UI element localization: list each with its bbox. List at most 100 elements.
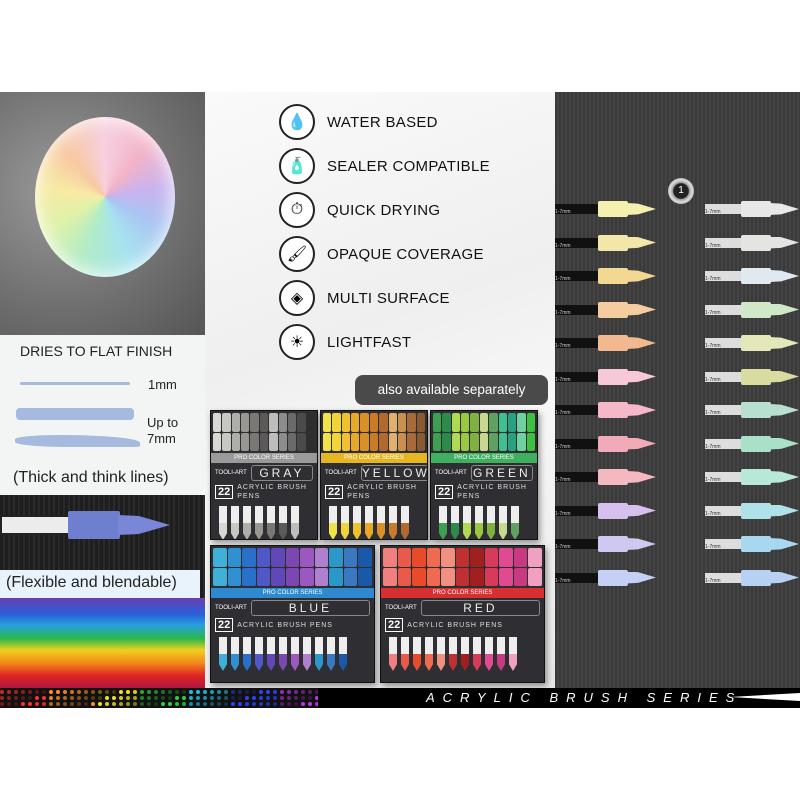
color-dot	[77, 690, 81, 694]
pen-cap	[222, 413, 231, 432]
color-dot	[0, 690, 4, 694]
color-dot	[7, 696, 11, 700]
brush-pen: 1-7mm	[555, 200, 670, 218]
pen-count: 22	[215, 618, 234, 632]
pen-cap	[231, 413, 241, 432]
pen-cap	[213, 567, 227, 586]
series-band: PRO COLOR SERIES	[321, 453, 427, 463]
pen-tip	[389, 506, 397, 539]
color-dot	[238, 696, 242, 700]
color-dot	[14, 702, 18, 706]
pen-size-label: 1-7mm	[555, 510, 571, 516]
color-dot	[301, 702, 305, 706]
pen-cap	[498, 432, 507, 451]
color-dot	[56, 702, 60, 706]
color-dot	[224, 696, 228, 700]
pen-tip	[353, 506, 361, 539]
color-dot	[231, 702, 235, 706]
pen-cap	[250, 432, 259, 451]
pen-cap	[351, 432, 360, 451]
pen-cap	[314, 548, 329, 567]
pen-cap	[397, 567, 412, 586]
color-dot	[35, 690, 39, 694]
pen-cap	[379, 413, 388, 432]
water-drop-icon: 💧	[279, 104, 315, 140]
pen-cap	[513, 567, 528, 586]
brush-pen: 1-7mm	[705, 301, 800, 319]
feature-label: WATER BASED	[327, 113, 438, 131]
banner-text: ACRYLIC BRUSH SERIES	[426, 690, 743, 705]
pen-tip	[329, 506, 337, 539]
pen-cap	[227, 567, 242, 586]
brush-pen: 1-7mm	[705, 368, 800, 386]
pen-cap	[416, 413, 425, 432]
feature-label: SEALER COMPATIBLE	[327, 157, 490, 175]
pen-tip	[463, 506, 471, 539]
pen-cap	[426, 548, 441, 567]
brush-pen: 1-7mm	[555, 368, 670, 386]
pen-cap	[222, 432, 231, 451]
thin-stroke	[20, 382, 130, 385]
box-color-name: BLUE	[250, 600, 370, 616]
color-dot	[266, 690, 270, 694]
pen-tip	[303, 637, 311, 671]
pen-cap	[343, 548, 358, 567]
color-dot	[308, 690, 312, 694]
brand-label: TOOLI-ART	[215, 470, 247, 476]
pen-size-label: 1-7mm	[555, 309, 571, 315]
pen-cap	[256, 548, 271, 567]
pen-cap	[441, 548, 455, 567]
pen-cap	[451, 432, 461, 451]
flat-finish-card: DRIES TO FLAT FINISH 1mm Up to 7mm (Thic…	[0, 335, 205, 495]
brush-pen: 1-7mm	[555, 569, 670, 587]
pen-cap	[300, 548, 314, 567]
color-dot	[294, 702, 298, 706]
pen-cap	[479, 432, 489, 451]
color-dot	[245, 690, 249, 694]
brush-pen: 1-7mm	[555, 535, 670, 553]
painted-rock	[35, 117, 175, 277]
brush-pen: 1-7mm	[705, 267, 800, 285]
pen-count: 22	[325, 485, 344, 499]
pen-cap	[287, 413, 297, 432]
color-dot	[105, 690, 109, 694]
pen-cap	[300, 567, 314, 586]
feature-label: OPAQUE COVERAGE	[327, 245, 484, 263]
pen-size-label: 1-7mm	[705, 477, 721, 482]
color-dot	[196, 690, 200, 694]
color-dot	[147, 696, 151, 700]
pen-tip	[449, 637, 457, 671]
color-dot	[287, 690, 291, 694]
color-dot	[63, 702, 67, 706]
feature-label: LIGHTFAST	[327, 333, 412, 351]
color-dot	[140, 696, 144, 700]
pen-tip	[255, 637, 263, 671]
series-banner: ACRYLIC BRUSH SERIES	[318, 688, 800, 708]
color-dot	[98, 702, 102, 706]
series-band: PRO COLOR SERIES	[431, 453, 537, 463]
pen-size-label: 1-7mm	[705, 577, 721, 583]
brush-stroke-icon	[730, 693, 800, 701]
color-dot	[301, 696, 305, 700]
color-dot	[175, 702, 179, 706]
pen-cap	[507, 413, 517, 432]
pen-cap	[416, 432, 425, 451]
pen-cap	[250, 413, 259, 432]
pen-cap	[412, 567, 426, 586]
pen-cap	[227, 548, 242, 567]
color-dot	[14, 690, 18, 694]
box-color-name: GREEN	[470, 465, 533, 481]
color-dot	[147, 690, 151, 694]
color-dot	[175, 696, 179, 700]
pen-size-label: 1-7mm	[555, 477, 571, 482]
brand-label: TOOLI-ART	[325, 470, 357, 476]
pen-cap	[329, 567, 343, 586]
pen-size-label: 1-7mm	[705, 544, 721, 549]
product-label: ACRYLIC BRUSH PENS	[237, 484, 307, 500]
color-dot	[210, 696, 214, 700]
color-dot	[161, 690, 165, 694]
pen-cap	[517, 432, 526, 451]
pen-cap	[271, 567, 285, 586]
box-set-yellow: PRO COLOR SERIES TOOLI-ART YELLOW 22 ACR…	[320, 410, 428, 540]
pen-cap	[383, 548, 397, 567]
